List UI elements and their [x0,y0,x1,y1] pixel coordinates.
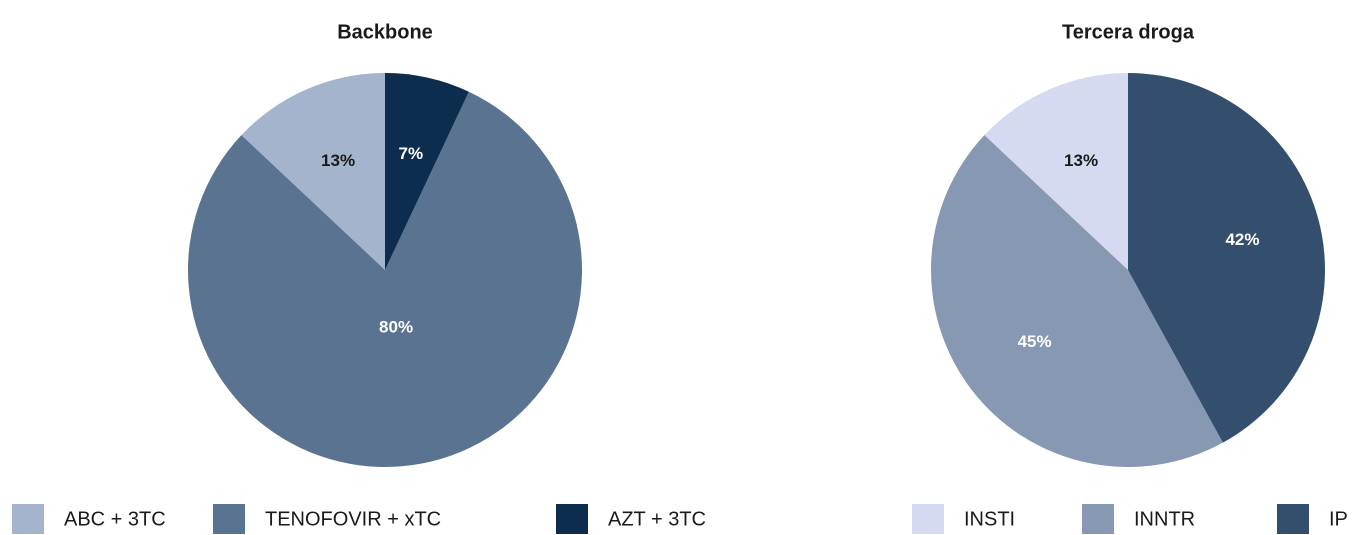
pie-slice [187,91,582,467]
legend-swatch [1277,504,1309,534]
chart-title: Tercera droga [1062,21,1195,43]
legend-swatch [213,504,245,534]
slice-label: 13% [321,151,355,170]
legend-swatch [556,504,588,534]
legend-label: ABC + 3TC [64,508,166,530]
pie-slice [241,73,385,270]
chart-title: Backbone [337,21,433,43]
legend-swatch [1082,504,1114,534]
slice-label: 7% [398,144,423,163]
legend-label: TENOFOVIR + xTC [265,508,441,530]
legend-label: AZT + 3TC [608,508,706,530]
slice-label: 42% [1225,230,1259,249]
legend-label: INSTI [964,508,1015,530]
slice-label: 45% [1018,332,1052,351]
legend-label: INNTR [1134,508,1195,530]
pie-slice [385,73,469,270]
pie-slice [984,73,1128,270]
legend-label: IP [1329,508,1348,530]
slice-label: 13% [1064,151,1098,170]
legend-swatch [912,504,944,534]
slice-label: 80% [379,318,413,337]
pie-slice [1128,73,1325,443]
pie-slice [931,135,1223,467]
legend-swatch [12,504,44,534]
